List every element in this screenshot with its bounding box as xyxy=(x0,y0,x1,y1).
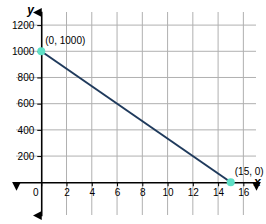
x-tick: 4 xyxy=(90,182,96,198)
x-tick-label: 10 xyxy=(163,187,175,198)
x-tick-label: 4 xyxy=(90,187,96,198)
x-tick: 10 xyxy=(163,182,175,198)
y-tick-label: 1000 xyxy=(12,46,35,57)
grid-line-y xyxy=(16,51,256,52)
x-tick-mark xyxy=(218,182,219,186)
grid-line-y xyxy=(16,156,256,157)
x-tick: 14 xyxy=(213,182,225,198)
grid-line-x xyxy=(117,12,118,215)
grid-line-x xyxy=(192,12,193,215)
x-tick-label: 8 xyxy=(140,187,146,198)
x-tick-label: 6 xyxy=(115,187,121,198)
y-tick: 1000 xyxy=(12,46,41,57)
x-tick-label: 0 xyxy=(33,187,39,198)
grid-line-x xyxy=(218,12,219,215)
x-tick-mark xyxy=(92,182,93,186)
y-tick-label: 1200 xyxy=(12,20,35,31)
y-tick: 400 xyxy=(18,125,42,136)
chart: 0 2 4 6 8 10 12 14 16 200 400 600 800 1000 1200 x y (0, 1… xyxy=(0,0,266,224)
y-tick: 200 xyxy=(18,151,42,162)
x-tick: 6 xyxy=(115,182,121,198)
y-tick-label: 400 xyxy=(18,125,35,136)
x-tick-mark xyxy=(117,182,118,186)
data-point xyxy=(227,178,235,186)
grid-line-x xyxy=(91,12,92,215)
y-tick-mark xyxy=(37,104,41,105)
x-tick: 16 xyxy=(238,182,250,198)
data-point xyxy=(37,47,45,55)
x-tick: 2 xyxy=(64,182,70,198)
grid-line-y xyxy=(16,77,256,78)
y-axis-title: y xyxy=(26,3,35,17)
grid-line-x xyxy=(142,12,143,215)
y-tick-mark xyxy=(37,156,41,157)
x-tick-label: 14 xyxy=(213,187,225,198)
x-tick-label: 12 xyxy=(188,187,200,198)
y-tick-mark xyxy=(37,25,41,26)
x-tick-label: 2 xyxy=(64,187,70,198)
grid-line-x xyxy=(243,12,244,215)
x-tick-label: 16 xyxy=(238,187,250,198)
y-tick-label: 600 xyxy=(18,98,35,109)
data-line xyxy=(41,51,230,182)
x-tick-mark xyxy=(243,182,244,186)
y-axis: 200 400 600 800 1000 1200 xyxy=(12,13,42,216)
x-tick-mark xyxy=(193,182,194,186)
point-label: (15, 0) xyxy=(235,166,264,177)
y-tick-label: 200 xyxy=(18,151,35,162)
y-tick-mark xyxy=(37,130,41,131)
grid xyxy=(16,12,256,215)
x-tick: 0 xyxy=(33,182,42,198)
y-tick-label: 800 xyxy=(18,72,35,83)
y-tick: 800 xyxy=(18,72,42,83)
grid-line-y xyxy=(16,25,256,26)
y-tick: 600 xyxy=(18,98,42,109)
x-axis: 0 2 4 6 8 10 12 14 16 xyxy=(17,182,257,198)
point-label: (0, 1000) xyxy=(45,35,85,46)
grid-line-y xyxy=(16,103,256,104)
y-tick: 1200 xyxy=(12,20,41,31)
x-tick-mark xyxy=(168,182,169,186)
grid-line-x xyxy=(167,12,168,215)
x-tick-mark xyxy=(142,182,143,186)
x-tick: 12 xyxy=(188,182,200,198)
plot-area xyxy=(37,47,234,186)
x-tick-mark xyxy=(67,182,68,186)
x-axis-title: x xyxy=(253,175,262,189)
y-tick-mark xyxy=(37,77,41,78)
x-axis-line xyxy=(17,183,257,187)
y-axis-line xyxy=(37,13,42,216)
grid-line-y xyxy=(16,129,256,130)
x-tick: 8 xyxy=(140,182,146,198)
